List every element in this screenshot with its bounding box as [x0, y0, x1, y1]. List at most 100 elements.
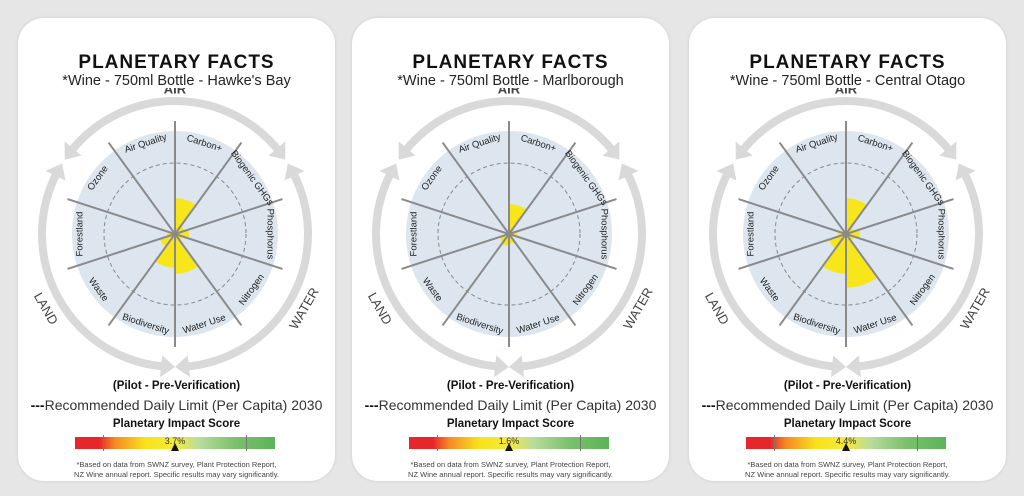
pilot-note: (Pilot - Pre-Verification) — [783, 380, 912, 392]
arrowhead-icon — [398, 141, 416, 160]
spoke-line — [107, 141, 176, 235]
daily-limit-label: Recommended Daily Limit (Per Capita) 203… — [44, 397, 323, 413]
bar-tick — [437, 435, 438, 451]
spoke-line — [778, 233, 847, 327]
daily-limit-label: Recommended Daily Limit (Per Capita) 203… — [715, 397, 994, 413]
category-label: Forestland — [75, 212, 86, 257]
arrow-ring-arc — [38, 169, 167, 371]
dashed-line-symbol: --- — [30, 397, 45, 413]
arrowhead-icon — [602, 141, 620, 160]
pilot-note: (Pilot - Pre-Verification) — [112, 380, 241, 392]
spoke-line — [845, 233, 954, 270]
wedge-biodiversity — [822, 234, 846, 274]
category-label: Phosphorus — [598, 209, 609, 260]
radial-chart: Carbon+Biogenic GHGsPhosphorusNitrogenWa… — [702, 88, 993, 378]
score-title: Planetary Impact Score — [446, 418, 575, 430]
arrow-ring-arc — [401, 97, 617, 155]
wedge-phosphorus — [846, 229, 860, 239]
spoke-line — [174, 141, 243, 235]
spoke-line — [67, 198, 176, 235]
arrowhead-icon — [175, 355, 191, 378]
spoke-line — [441, 233, 510, 327]
footnote: *Based on data from SWNZ survey, Plant P… — [352, 460, 669, 480]
footnote: *Based on data from SWNZ survey, Plant P… — [689, 460, 1006, 480]
planetary-facts-card: PLANETARY FACTS *Wine - 750ml Bottle - C… — [689, 18, 1006, 481]
score-value: 1.6% — [498, 436, 520, 446]
group-label-air: AIR — [498, 88, 521, 96]
spoke-line — [508, 198, 617, 235]
arrowhead-icon — [939, 141, 957, 160]
spoke-line — [401, 198, 510, 235]
spoke-line — [738, 198, 847, 235]
score-value: 4.4% — [835, 436, 857, 446]
arrow-ring-arc — [738, 97, 954, 155]
impact-score-bar: 1.6% — [409, 435, 609, 451]
category-label: Forestland — [409, 212, 420, 257]
pilot-note: (Pilot - Pre-Verification) — [446, 380, 575, 392]
group-label-air: AIR — [164, 88, 187, 96]
spoke-line — [174, 233, 283, 270]
spoke-line — [845, 198, 954, 235]
category-label: Forestland — [746, 212, 757, 257]
spoke-line — [441, 141, 510, 235]
arrow-ring-arc — [372, 169, 501, 371]
daily-limit-circle — [774, 162, 918, 306]
score-marker-icon — [505, 443, 513, 451]
dashed-line-symbol: --- — [364, 397, 379, 413]
card-title: PLANETARY FACTS — [78, 52, 275, 73]
impact-score-bar: 3.7% — [75, 435, 275, 451]
card-subtitle: *Wine - 750ml Bottle - Hawke's Bay — [62, 73, 291, 89]
daily-limit-legend: ---Recommended Daily Limit (Per Capita) … — [352, 397, 669, 413]
dashed-line-symbol: --- — [701, 397, 716, 413]
arrowhead-icon — [379, 163, 400, 181]
footnote-line: *Based on data from SWNZ survey, Plant P… — [747, 460, 948, 469]
arrow-ring-arc — [67, 97, 283, 155]
footnote-line: *Based on data from SWNZ survey, Plant P… — [410, 460, 611, 469]
daily-limit-label: Recommended Daily Limit (Per Capita) 203… — [378, 397, 657, 413]
daily-limit-legend: ---Recommended Daily Limit (Per Capita) … — [689, 397, 1006, 413]
planetary-facts-card: PLANETARY FACTS *Wine - 750ml Bottle - H… — [18, 18, 335, 481]
arrowhead-icon — [159, 355, 175, 378]
spoke-line — [401, 233, 510, 270]
impact-score-bar: 4.4% — [746, 435, 946, 451]
card-subtitle: *Wine - 750ml Bottle - Marlborough — [397, 73, 624, 89]
bar-tick — [103, 435, 104, 451]
wedge-phosphorus — [175, 229, 189, 239]
arrowhead-icon — [735, 141, 753, 160]
footnote-line: NZ Wine annual report. Specific results … — [74, 470, 279, 479]
spoke-line — [174, 198, 283, 235]
radial-chart: Carbon+Biogenic GHGsPhosphorusNitrogenWa… — [31, 88, 322, 378]
category-label: Phosphorus — [264, 209, 275, 260]
arrowhead-icon — [955, 163, 976, 181]
arrowhead-icon — [509, 355, 525, 378]
card-title: PLANETARY FACTS — [412, 52, 609, 73]
card-subtitle: *Wine - 750ml Bottle - Central Otago — [729, 73, 966, 89]
footnote-line: NZ Wine annual report. Specific results … — [408, 470, 613, 479]
daily-limit-circle — [103, 162, 247, 306]
wedge-water-use — [175, 234, 199, 274]
bar-tick — [246, 435, 247, 451]
arrow-ring-arc — [709, 169, 838, 371]
score-title: Planetary Impact Score — [783, 418, 912, 430]
spoke-line — [508, 233, 577, 327]
spoke-line — [778, 141, 847, 235]
wedge-carbon- — [846, 198, 868, 234]
wedge-water-use — [846, 234, 878, 288]
arrowhead-icon — [618, 163, 639, 181]
daily-limit-circle — [437, 162, 581, 306]
score-title: Planetary Impact Score — [112, 418, 241, 430]
wedge-waste — [159, 234, 175, 247]
arrow-ring-arc — [183, 169, 312, 371]
footnote-line: *Based on data from SWNZ survey, Plant P… — [76, 460, 277, 469]
arrowhead-icon — [268, 141, 286, 160]
arrow-ring-arc — [517, 169, 646, 371]
arrowhead-icon — [493, 355, 509, 378]
card-title: PLANETARY FACTS — [749, 52, 946, 73]
arrowhead-icon — [716, 163, 737, 181]
arrowhead-icon — [830, 355, 846, 378]
spoke-line — [845, 141, 914, 235]
planetary-facts-card: PLANETARY FACTS *Wine - 750ml Bottle - M… — [352, 18, 669, 481]
score-marker-icon — [842, 443, 850, 451]
category-label: Phosphorus — [935, 209, 946, 260]
group-label-air: AIR — [835, 88, 858, 96]
